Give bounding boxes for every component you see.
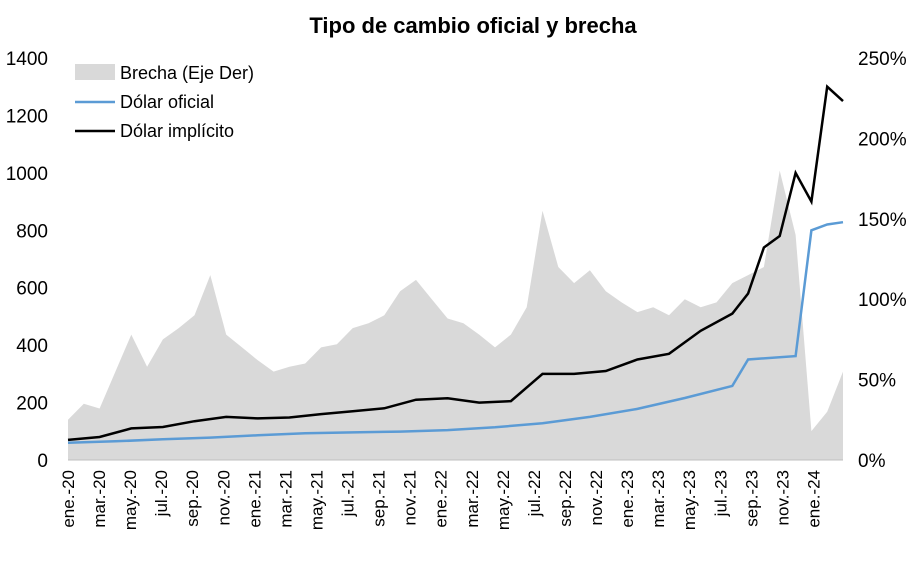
y-left-tick-label: 0	[37, 451, 48, 472]
y-left-tick-label: 1400	[6, 49, 48, 70]
x-tick-label: may.-23	[680, 470, 699, 530]
x-axis: ene.-20 mar.-20 may.-20 jul.-20 sep.-20 nov.-…	[59, 470, 824, 530]
x-tick-label: ene.-23	[618, 470, 637, 528]
x-tick-label: nov.-23	[773, 470, 792, 525]
x-tick-label: nov.-22	[587, 470, 606, 525]
x-tick-label: mar.-21	[276, 470, 295, 528]
y-axis-left: 0 200 400 600 800 1000 1200 1400	[6, 49, 48, 472]
x-tick-label: nov.-21	[401, 470, 420, 525]
legend-label-oficial: Dólar oficial	[120, 92, 214, 112]
y-right-tick-label: 150%	[858, 210, 907, 231]
x-tick-label: jul.-20	[152, 470, 171, 517]
y-left-tick-label: 1000	[6, 164, 48, 185]
y-right-tick-label: 250%	[858, 49, 907, 70]
x-tick-label: sep.-23	[742, 470, 761, 527]
y-left-tick-label: 1200	[6, 106, 48, 127]
x-tick-label: may.-22	[494, 470, 513, 530]
y-left-tick-label: 600	[16, 279, 48, 300]
x-tick-label: sep.-22	[556, 470, 575, 527]
legend: Brecha (Eje Der) Dólar oficial Dólar imp…	[75, 63, 254, 141]
legend-label-brecha: Brecha (Eje Der)	[120, 63, 254, 83]
plot-area	[67, 84, 844, 461]
x-tick-label: jul.-21	[339, 470, 358, 517]
x-tick-label: nov.-20	[214, 470, 233, 525]
x-tick-label: ene.-22	[432, 470, 451, 528]
x-tick-label: may.-20	[121, 470, 140, 530]
y-right-tick-label: 200%	[858, 129, 907, 150]
y-right-tick-label: 100%	[858, 290, 907, 311]
y-left-tick-label: 400	[16, 336, 48, 357]
chart-title: Tipo de cambio oficial y brecha	[309, 13, 637, 38]
y-left-tick-label: 200	[16, 394, 48, 415]
x-tick-label: may.-21	[308, 470, 327, 530]
x-tick-label: mar.-22	[463, 470, 482, 528]
legend-label-implicito: Dólar implícito	[120, 121, 234, 141]
brecha-area	[68, 170, 843, 460]
y-axis-right: 0% 50% 100% 150% 200% 250%	[858, 49, 907, 472]
x-tick-label: ene.-21	[245, 470, 264, 528]
x-tick-label: mar.-23	[649, 470, 668, 528]
y-right-tick-label: 0%	[858, 451, 886, 472]
x-tick-label: ene.-24	[805, 470, 824, 528]
x-tick-label: mar.-20	[90, 470, 109, 528]
y-right-tick-label: 50%	[858, 371, 896, 392]
y-left-tick-label: 800	[16, 221, 48, 242]
x-tick-label: sep.-20	[183, 470, 202, 527]
x-tick-label: ene.-20	[59, 470, 78, 528]
implicito-line	[67, 84, 844, 442]
x-tick-label: jul.-23	[711, 470, 730, 517]
legend-swatch-brecha	[75, 64, 115, 80]
x-tick-label: jul.-22	[525, 470, 544, 517]
x-tick-label: sep.-21	[370, 470, 389, 527]
oficial-line	[67, 220, 844, 445]
